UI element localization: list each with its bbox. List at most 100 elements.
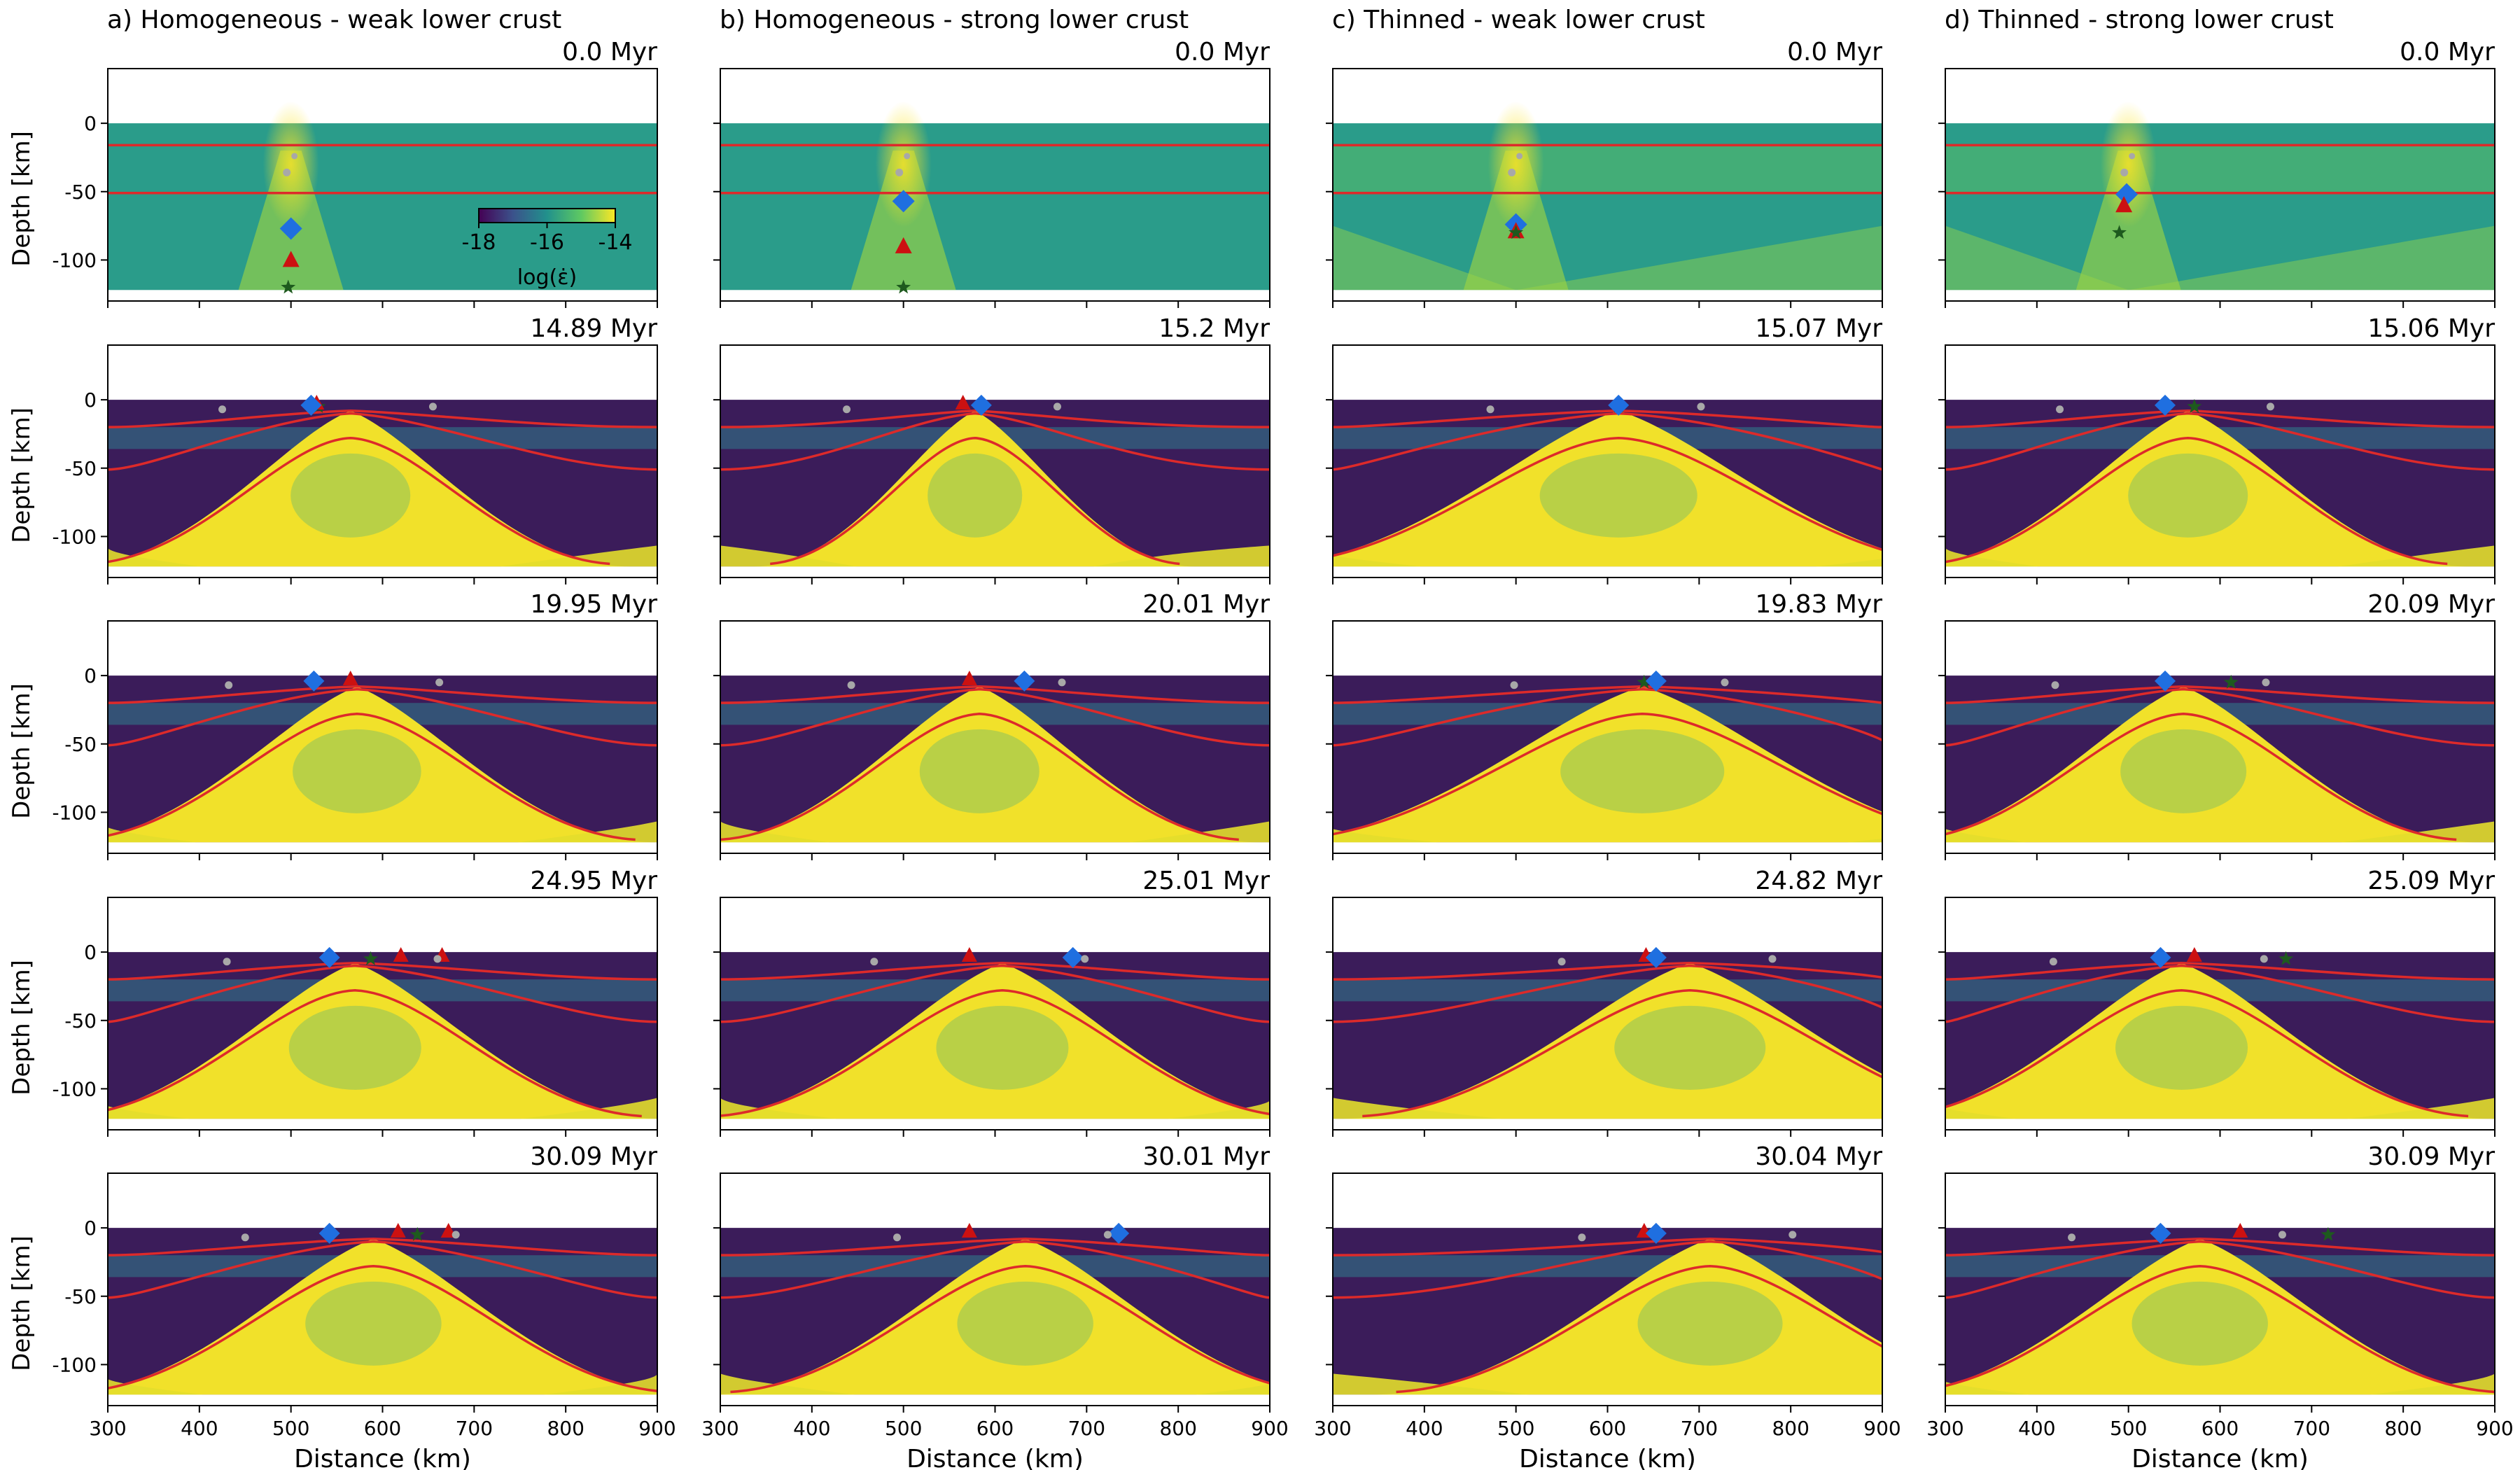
circle-marker [870,958,878,966]
triangle-marker [2186,946,2202,962]
circle-marker [435,678,444,687]
interface-line-1 [108,687,657,747]
interface-line-2 [1396,1265,1882,1394]
upwelling-zone [1333,410,1882,567]
column-title-a: a) Homogeneous - weak lower crust [107,6,561,34]
time-label: 25.01 Myr [1142,867,1270,895]
thinned-crust-band [1945,145,2495,193]
plot-area [720,101,1270,301]
panel-d-1: 15.06 Myr [1938,314,2496,584]
x-tick-label: 300 [1926,1417,1963,1440]
y-tick-label: -100 [52,525,97,548]
star-marker [896,279,911,294]
upwelling-zone [1333,686,1882,843]
star-marker [2278,951,2294,965]
circle-marker [2051,681,2059,690]
diamond-marker [970,394,992,416]
circle-marker [2129,153,2136,160]
basal-flow-left [1333,1098,1502,1119]
circle-marker [433,955,442,963]
basal-flow-left [1945,821,2026,843]
lower-crust-band [1333,979,1882,1002]
interface-line-1 [1945,687,2495,747]
basal-flow-right [1815,545,1882,567]
circle-marker [1053,402,1061,411]
star-marker [2223,674,2239,689]
circle-marker [1788,1231,1797,1239]
y-tick-label: -50 [64,181,97,204]
diamond-marker [1108,1222,1130,1244]
plot-area [1945,1222,2495,1406]
circle-marker [1516,153,1523,160]
y-tick-label: -100 [52,1077,97,1100]
interface-line-2 [730,1265,1270,1394]
circle-marker [2260,955,2268,963]
y-tick-label: -100 [52,801,97,824]
time-label: 0.0 Myr [1787,38,1882,66]
y-axis-label: Depth [km] [8,1236,36,1371]
x-axis-label: Distance (km) [2132,1445,2309,1470]
interior-texture [927,453,1023,538]
interface-line-2 [108,989,642,1118]
interface-line-2 [108,437,610,566]
interface-line-1 [108,412,657,471]
lower-crust-band [1333,1255,1882,1278]
plot-area [720,670,1270,853]
x-axis-label: Distance (km) [906,1445,1084,1470]
column-title-d: d) Thinned - strong lower crust [1945,6,2334,34]
plot-area [108,1222,657,1406]
x-tick-label: 300 [701,1417,738,1440]
y-axis-label: Depth [km] [8,960,36,1096]
interface-line-1 [1945,964,2495,1023]
interior-texture [288,1005,421,1090]
time-label: 20.09 Myr [2367,590,2495,619]
colorbar-label: log(ε̇) [517,265,577,290]
strain-field [108,123,657,290]
x-tick-label: 600 [976,1417,1014,1440]
x-tick-label: 600 [364,1417,401,1440]
panel-c-2: 19.83 Myr [1326,590,1883,860]
y-tick-label: 0 [84,664,97,687]
triangle-marker [961,946,977,962]
time-label: 19.95 Myr [530,590,657,619]
x-tick-label: 900 [2476,1417,2513,1440]
interface-line-0 [1333,1237,1882,1256]
interface-line-0 [720,685,1270,704]
panel-c-1: 15.07 Myr [1326,314,1883,584]
basal-flow-left [108,1098,190,1119]
circle-marker [1058,678,1066,687]
interface-line-1 [108,1240,657,1299]
time-label: 20.01 Myr [1142,590,1270,619]
interior-texture [957,1281,1093,1366]
time-label: 14.89 Myr [530,314,657,343]
diamond-marker [2150,946,2171,968]
circle-marker [893,1233,902,1242]
diamond-marker [1014,670,1035,692]
basal-flow-left [108,821,197,843]
interface-line-1 [1333,1240,1882,1299]
basal-flow-right [543,1373,657,1395]
basal-flow-left [720,821,830,843]
upwelling-zone [108,1238,657,1395]
interface-line-0 [108,961,657,981]
x-tick-label: 700 [456,1417,493,1440]
time-label: 24.82 Myr [1755,867,1882,895]
circle-marker [225,681,233,690]
basal-flow-left [1333,545,1422,567]
interface-line-1 [1333,687,1882,747]
basal-flow-right [2346,1098,2495,1119]
plot-area [1333,394,1882,578]
interface-line-2 [770,437,1180,566]
time-label: 30.04 Myr [1755,1142,1882,1171]
circle-marker [843,405,851,414]
triangle-marker [342,670,358,685]
upwelling-zone [108,962,657,1119]
plot-area [1945,670,2495,853]
diamond-marker [1645,1222,1667,1244]
y-axis-label: Depth [km] [8,407,36,543]
basal-flow-left [720,545,857,567]
x-tick-label: 500 [1497,1417,1534,1440]
basal-flow-right [517,821,657,843]
plot-area [1945,101,2495,301]
interface-line-2 [720,713,1239,841]
